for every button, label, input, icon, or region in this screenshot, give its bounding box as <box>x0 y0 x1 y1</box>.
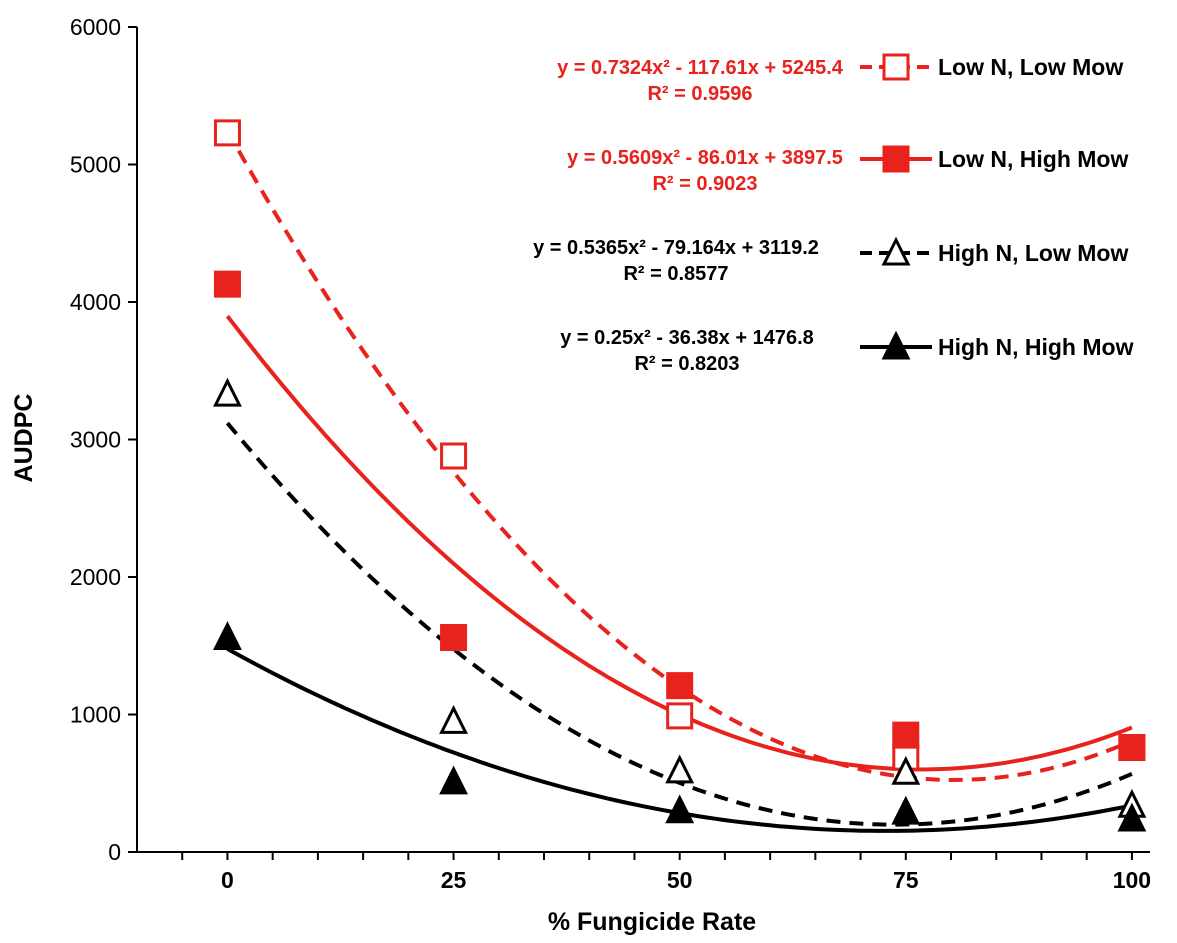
r-squared-low-n-low-mow: R² = 0.9596 <box>647 83 752 105</box>
legend-label-low-n-low-mow: Low N, Low Mow <box>938 54 1123 80</box>
x-tick-label: 0 <box>221 867 234 893</box>
r-squared-high-n-high-mow: R² = 0.8203 <box>634 353 739 375</box>
marker-low-n-high-mow <box>440 624 468 651</box>
legend: Low N, Low Mow Low N, High Mow High N, Low… <box>860 53 1134 360</box>
legend-marker-high-n-high-mow <box>881 330 911 360</box>
y-tick-label: 5000 <box>70 152 121 178</box>
equation-high-n-low-mow: y = 0.5365x² - 79.164x + 3119.2 <box>533 237 819 259</box>
r-squared-high-n-low-mow: R² = 0.8577 <box>623 263 728 285</box>
equation-low-n-low-mow: y = 0.7324x² - 117.61x + 5245.4 <box>557 57 844 79</box>
trendline-equations: y = 0.7324x² - 117.61x + 5245.4 R² = 0.95… <box>533 57 844 375</box>
x-tick-label: 50 <box>667 867 693 893</box>
x-tick-label: 25 <box>441 867 467 893</box>
legend-marker-low-n-high-mow <box>882 145 910 173</box>
marker-high-n-low-mow <box>891 755 921 785</box>
trendline-low-n-high-mow <box>225 314 1133 772</box>
y-tick-label: 3000 <box>70 427 121 453</box>
y-tick-label: 0 <box>108 839 121 865</box>
marker-high-n-low-mow <box>665 754 695 784</box>
marker-low-n-high-mow <box>213 270 241 298</box>
marker-high-n-high-mow <box>665 794 695 824</box>
marker-high-n-high-mow <box>439 765 468 795</box>
legend-label-high-n-high-mow: High N, High Mow <box>938 334 1134 360</box>
marker-high-n-high-mow <box>213 621 242 650</box>
data-markers <box>213 119 1147 832</box>
legend-label-high-n-low-mow: High N, Low Mow <box>938 240 1128 266</box>
r-squared-low-n-high-mow: R² = 0.9023 <box>652 173 757 195</box>
x-tick-label: 75 <box>893 867 919 893</box>
legend-marker-low-n-low-mow <box>882 53 910 81</box>
marker-high-n-high-mow <box>891 795 921 825</box>
x-tick-label: 100 <box>1113 867 1151 893</box>
marker-high-n-high-mow <box>1117 802 1147 832</box>
equation-low-n-high-mow: y = 0.5609x² - 86.01x + 3897.5 <box>567 147 843 169</box>
y-axis-title: AUDPC <box>10 394 38 483</box>
marker-high-n-low-mow <box>213 377 242 407</box>
marker-low-n-high-mow <box>1118 734 1146 761</box>
marker-low-n-low-mow <box>213 119 241 147</box>
y-tick-label: 4000 <box>70 289 121 315</box>
legend-marker-high-n-low-mow <box>881 236 911 266</box>
marker-low-n-high-mow <box>892 721 920 749</box>
x-axis-title: % Fungicide Rate <box>548 908 756 936</box>
axes: 0 1000 2000 3000 4000 5000 6000 0 25 50 75 100 <box>70 14 1151 893</box>
legend-label-low-n-high-mow: Low N, High Mow <box>938 146 1128 172</box>
marker-low-n-low-mow <box>440 442 468 470</box>
y-tick-label: 2000 <box>70 564 121 590</box>
y-tick-label: 1000 <box>70 702 121 728</box>
marker-low-n-low-mow <box>666 702 694 730</box>
marker-low-n-high-mow <box>666 672 694 700</box>
y-tick-label: 6000 <box>70 14 121 40</box>
marker-high-n-low-mow <box>439 705 468 734</box>
equation-high-n-high-mow: y = 0.25x² - 36.38x + 1476.8 <box>560 327 814 349</box>
